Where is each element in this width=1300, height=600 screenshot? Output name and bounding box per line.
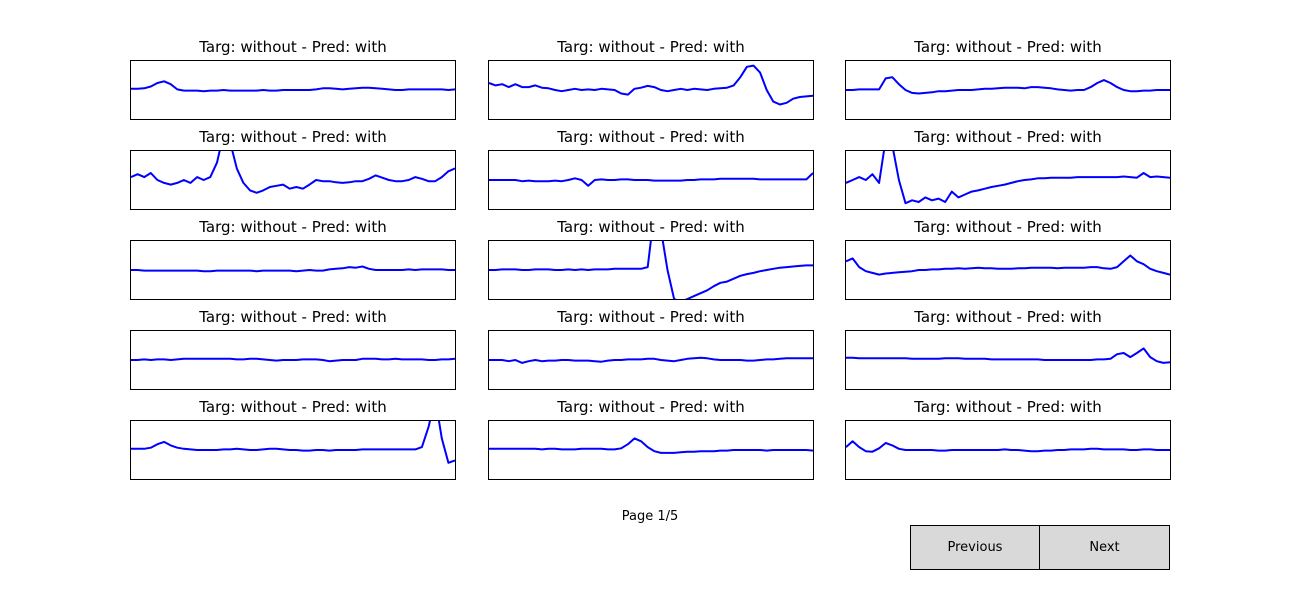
waveform-panel xyxy=(845,420,1171,480)
panel-title: Targ: without - Pred: with xyxy=(557,218,745,236)
panel-title: Targ: without - Pred: with xyxy=(914,308,1102,326)
series-line xyxy=(846,347,1170,364)
waveform-plot xyxy=(489,356,813,364)
waveform-plot xyxy=(131,421,455,464)
waveform-plot xyxy=(846,76,1170,95)
previous-button[interactable]: Previous xyxy=(910,525,1040,570)
waveform-panel xyxy=(488,330,814,390)
waveform-grid: Targ: without - Pred: with Targ: without … xyxy=(130,38,1171,480)
waveform-plot xyxy=(489,241,813,299)
waveform-panel xyxy=(845,60,1171,120)
panel-title: Targ: without - Pred: with xyxy=(557,128,745,146)
waveform-panel xyxy=(488,240,814,300)
panel-title: Targ: without - Pred: with xyxy=(199,398,387,416)
series-line xyxy=(846,151,1170,205)
waveform-plot xyxy=(131,80,455,93)
waveform-panel xyxy=(488,60,814,120)
series-line xyxy=(131,357,455,363)
series-line xyxy=(489,356,813,364)
next-button[interactable]: Next xyxy=(1040,525,1170,570)
waveform-panel xyxy=(845,330,1171,390)
waveform-plot xyxy=(489,64,813,106)
waveform-plot xyxy=(489,437,813,454)
panel-title: Targ: without - Pred: with xyxy=(199,38,387,56)
series-line xyxy=(131,265,455,273)
waveform-plot xyxy=(846,151,1170,205)
panel-title: Targ: without - Pred: with xyxy=(914,218,1102,236)
panel-title: Targ: without - Pred: with xyxy=(914,128,1102,146)
page-indicator: Page 1/5 xyxy=(621,509,679,524)
series-line xyxy=(489,437,813,454)
waveform-plot xyxy=(131,357,455,363)
waveform-panel xyxy=(130,240,456,300)
waveform-panel xyxy=(488,150,814,210)
series-line xyxy=(131,421,455,464)
waveform-plot xyxy=(846,347,1170,364)
waveform-plot xyxy=(846,254,1170,276)
waveform-panel xyxy=(130,420,456,480)
panel-title: Targ: without - Pred: with xyxy=(199,218,387,236)
series-line xyxy=(489,64,813,106)
waveform-plot xyxy=(131,265,455,273)
series-line xyxy=(489,241,813,299)
waveform-panel xyxy=(130,150,456,210)
waveform-plot xyxy=(131,151,455,194)
waveform-plot xyxy=(846,440,1170,453)
series-line xyxy=(131,151,455,194)
panel-title: Targ: without - Pred: with xyxy=(914,38,1102,56)
panel-title: Targ: without - Pred: with xyxy=(557,308,745,326)
panel-title: Targ: without - Pred: with xyxy=(557,398,745,416)
series-line xyxy=(846,440,1170,453)
series-line xyxy=(846,254,1170,276)
series-line xyxy=(489,172,813,187)
panel-title: Targ: without - Pred: with xyxy=(199,128,387,146)
waveform-panel xyxy=(130,330,456,390)
waveform-panel xyxy=(488,420,814,480)
panel-title: Targ: without - Pred: with xyxy=(557,38,745,56)
waveform-panel xyxy=(845,240,1171,300)
series-line xyxy=(846,76,1170,95)
series-line xyxy=(131,80,455,93)
waveform-panel xyxy=(845,150,1171,210)
panel-title: Targ: without - Pred: with xyxy=(914,398,1102,416)
waveform-plot xyxy=(489,172,813,187)
waveform-panel xyxy=(130,60,456,120)
panel-title: Targ: without - Pred: with xyxy=(199,308,387,326)
